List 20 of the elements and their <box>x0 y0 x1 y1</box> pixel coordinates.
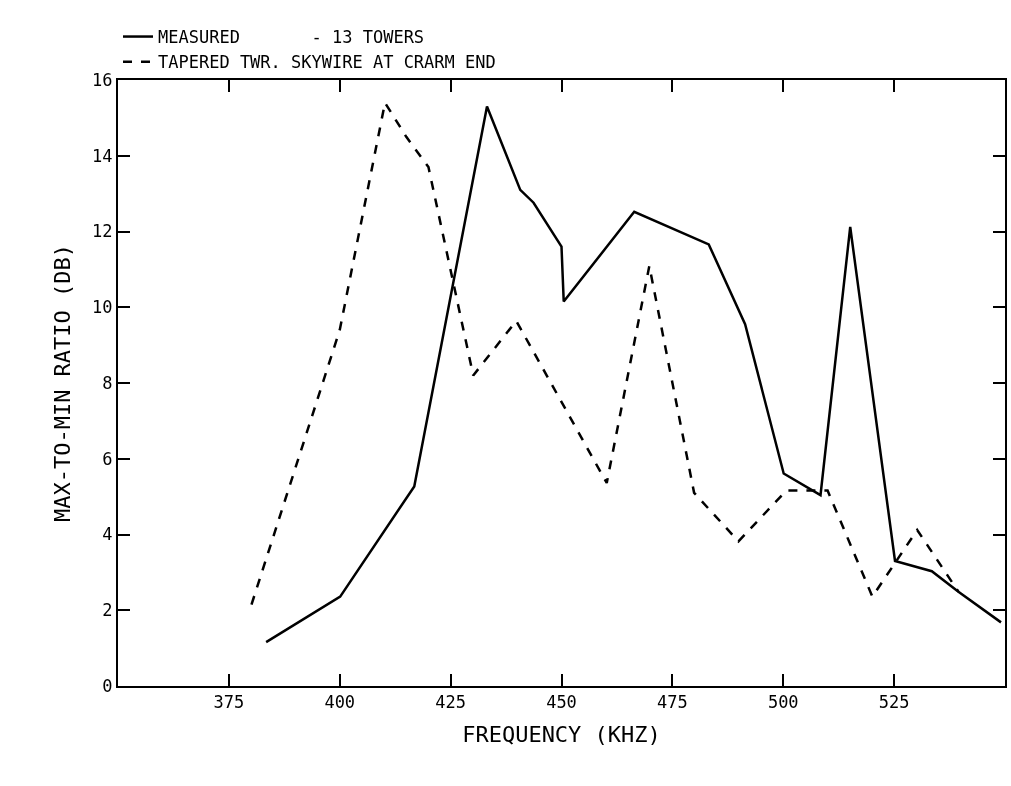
y-tick-label: 6 <box>102 448 113 469</box>
x-tick-label: 525 <box>878 692 910 713</box>
legend-label: TAPERED TWR. SKYWIRE AT CRARM END <box>158 52 496 73</box>
y-tick-label: 12 <box>92 221 113 242</box>
x-tick-label: 450 <box>546 692 577 713</box>
x-tick-label: 425 <box>435 692 466 713</box>
x-tick-label: 475 <box>657 692 688 713</box>
y-tick-label: 0 <box>102 675 113 696</box>
y-axis-title: MAX-TO-MIN RATIO (DB) <box>50 243 76 523</box>
y-tick-label: 10 <box>92 297 113 318</box>
x-axis-title: FREQUENCY (KHZ) <box>462 721 661 747</box>
y-tick-label: 14 <box>92 145 113 166</box>
legend-label: MEASURED - 13 TOWERS <box>158 27 425 48</box>
y-tick-label: 2 <box>102 600 113 621</box>
y-tick-label: 8 <box>102 372 113 393</box>
y-tick-label: 4 <box>102 524 113 545</box>
y-tick-label: 16 <box>92 69 113 90</box>
x-tick-label: 375 <box>213 692 245 713</box>
x-tick-label: 500 <box>767 692 799 713</box>
x-tick-label: 400 <box>324 692 356 713</box>
